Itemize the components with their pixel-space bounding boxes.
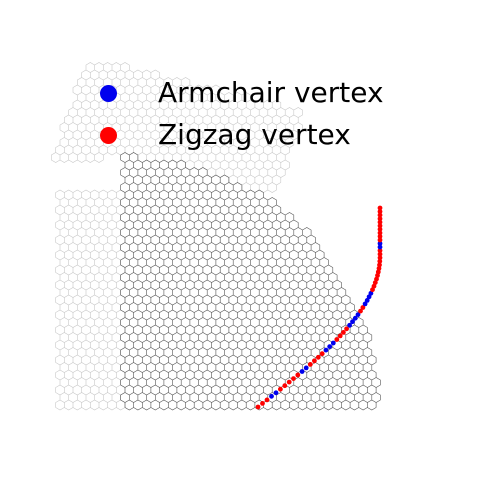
armchair-vertex (330, 340, 336, 346)
zigzag-vertex (377, 255, 383, 261)
zigzag-vertex (344, 326, 349, 332)
zigzag-vertex (341, 330, 346, 335)
zigzag-vertex (375, 269, 381, 275)
zigzag-vertex (377, 216, 383, 222)
zigzag-vertex (319, 351, 325, 357)
zigzag-vertex (282, 383, 288, 389)
zigzag-vertex (334, 337, 340, 342)
armchair-vertex (299, 369, 305, 374)
armchair-vertex (350, 319, 355, 325)
zigzag-vertex (286, 379, 292, 385)
zigzag-vertex (371, 283, 377, 289)
armchair-vertex (352, 315, 358, 321)
armchair-vertex (364, 298, 370, 303)
zigzag-vertex (377, 223, 383, 229)
zigzag-vertex (358, 308, 363, 314)
armchair-vertex (377, 241, 383, 246)
armchair-vertex (368, 290, 374, 296)
armchair-vertex (303, 365, 309, 371)
zigzag-vertex (377, 234, 383, 239)
zigzag-vertex (264, 397, 270, 403)
dark-lattice-region (120, 152, 381, 411)
lattice-bonds (51, 62, 381, 411)
zigzag-vertex (377, 209, 383, 215)
zigzag-vertex (377, 212, 383, 218)
edge-vertices (255, 205, 383, 410)
armchair-vertex (355, 312, 361, 317)
zigzag-vertex (315, 354, 321, 360)
legend-label-zigzag: Zigzag vertex (158, 118, 351, 151)
armchair-vertex (273, 390, 279, 396)
zigzag-vertex (377, 262, 382, 268)
light-lattice-region (51, 62, 303, 411)
zigzag-vertex (255, 404, 261, 410)
armchair-marker-icon (100, 85, 117, 102)
zigzag-vertex (312, 358, 317, 364)
zigzag-vertex (291, 376, 296, 381)
zigzag-vertex (377, 230, 383, 236)
zigzag-vertex (374, 276, 379, 282)
zigzag-vertex (377, 237, 383, 243)
zigzag-marker-icon (100, 127, 117, 144)
zigzag-vertex (260, 401, 265, 406)
zigzag-vertex (377, 205, 383, 211)
zigzag-vertex (377, 219, 383, 225)
zigzag-vertex (377, 248, 383, 254)
armchair-vertex (377, 244, 383, 250)
armchair-vertex (362, 301, 368, 307)
armchair-vertex (347, 322, 352, 328)
zigzag-vertex (376, 266, 382, 271)
armchair-vertex (269, 393, 274, 399)
zigzag-vertex (360, 305, 366, 310)
zigzag-vertex (377, 251, 383, 257)
zigzag-vertex (337, 333, 343, 339)
zigzag-vertex (377, 258, 383, 264)
armchair-vertex (323, 347, 329, 353)
legend-label-armchair: Armchair vertex (158, 76, 384, 109)
zigzag-vertex (278, 386, 283, 392)
zigzag-vertex (377, 226, 383, 232)
zigzag-vertex (295, 372, 301, 378)
armchair-vertex (327, 344, 333, 349)
zigzag-vertex (307, 362, 313, 367)
